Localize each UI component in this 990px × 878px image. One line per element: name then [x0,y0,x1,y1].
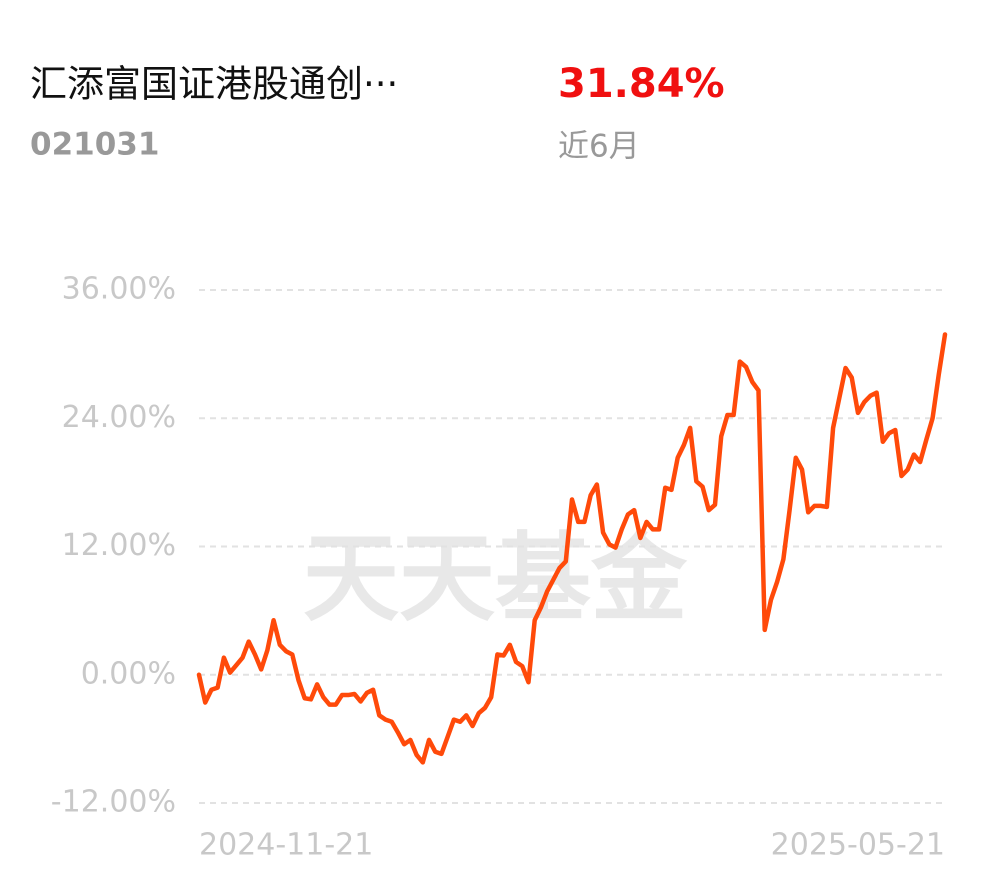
return-line [196,332,948,765]
x-tick-label: 2025-05-21 [771,828,945,863]
y-tick-label: -12.00% [51,785,176,820]
y-tick-label: 0.00% [81,656,176,691]
y-tick-label: 36.00% [62,272,176,307]
y-tick-label: 12.00% [62,528,176,563]
x-tick-label: 2024-11-21 [199,828,373,863]
watermark: 天天基金 [303,522,688,634]
period-label: 近6月 [558,129,640,165]
fund-code: 021031 [30,127,159,163]
y-tick-label: 24.00% [62,400,176,435]
fund-name: 汇添富国证港股通创··· [30,63,398,106]
return-value: 31.84% [558,61,725,107]
